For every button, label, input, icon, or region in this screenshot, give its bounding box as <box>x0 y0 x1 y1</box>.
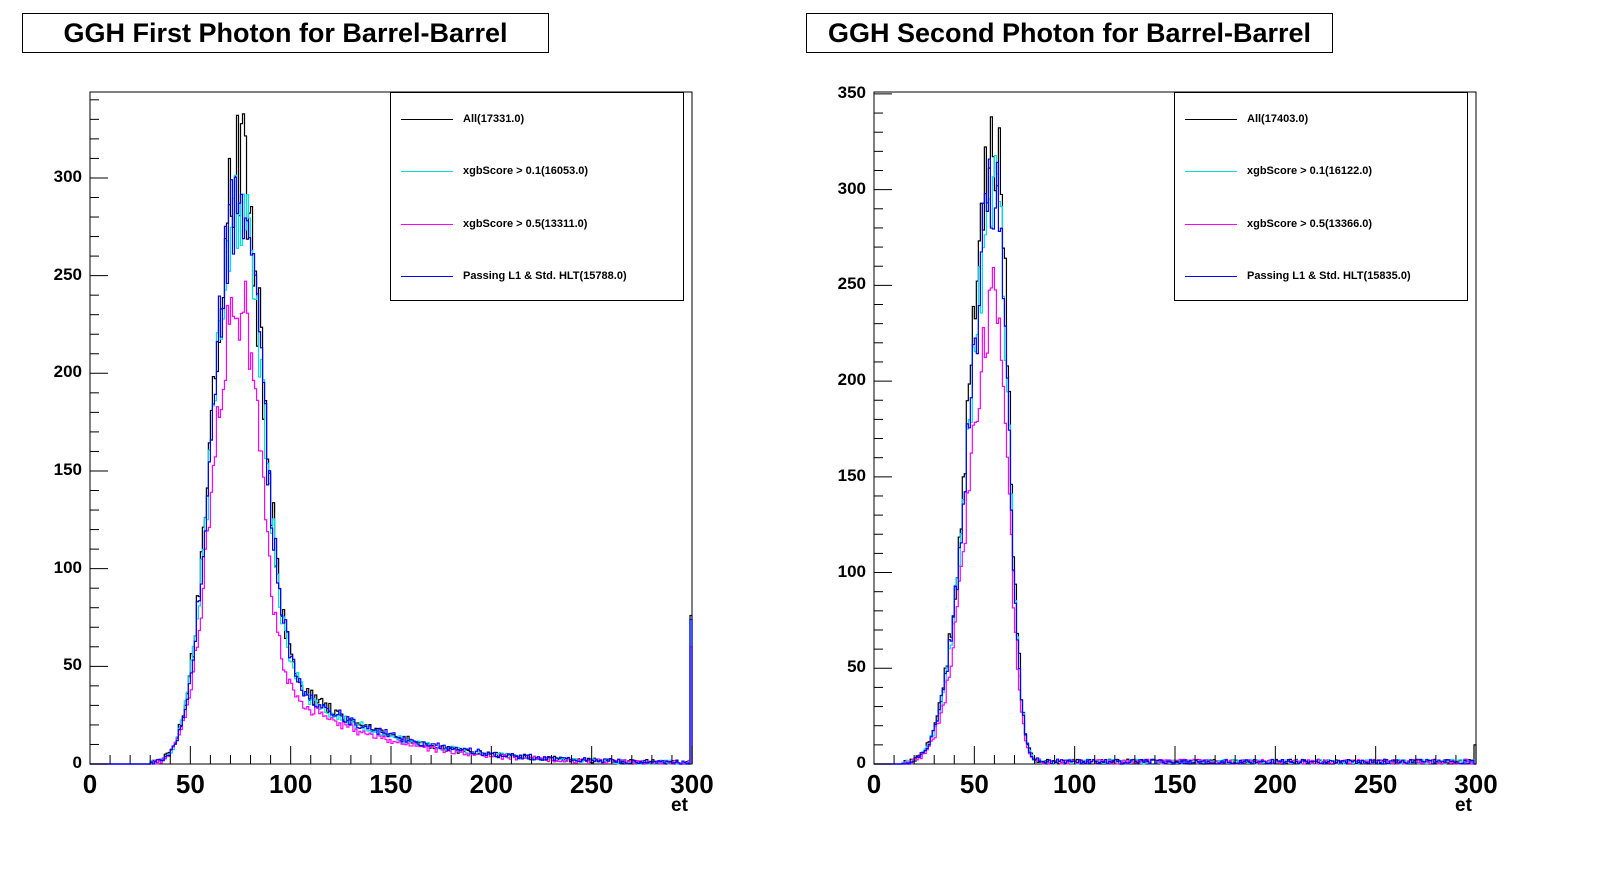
y-tick-label: 200 <box>837 370 866 390</box>
y-tick-label: 0 <box>856 753 866 772</box>
x-tick-label: 100 <box>268 769 313 799</box>
legend-label: Passing L1 & Std. HLT(15788.0) <box>463 270 627 282</box>
y-tick-label: 300 <box>53 166 82 186</box>
legend-label: xgbScore > 0.1(16053.0) <box>463 165 589 177</box>
histogram-series-line <box>90 280 693 765</box>
histogram-plot-area <box>873 91 1477 765</box>
histogram-panel-second-photon: GGH Second Photon for Barrel-Barrel All(… <box>784 0 1583 874</box>
y-tick-label: 50 <box>63 655 82 675</box>
histogram-series-line <box>874 266 1476 765</box>
chart-title: GGH Second Photon for Barrel-Barrel <box>806 13 1333 53</box>
y-tick-label: 150 <box>837 465 866 485</box>
legend-label: xgbScore > 0.5(13311.0) <box>463 218 588 230</box>
legend-swatch <box>401 170 453 172</box>
x-tick-label: 200 <box>1253 769 1298 799</box>
y-tick-label: 250 <box>837 274 866 294</box>
y-tick-label: 350 <box>837 82 866 102</box>
x-tick-label: 250 <box>1353 769 1398 799</box>
legend-swatch <box>1185 118 1237 120</box>
legend-label: All(17331.0) <box>463 113 525 125</box>
legend: All(17403.0) xgbScore > 0.1(16122.0) xgb… <box>1174 92 1468 301</box>
legend-label: xgbScore > 0.5(13366.0) <box>1247 218 1373 230</box>
x-axis-title: et <box>1455 795 1472 816</box>
x-tick-label: 300 <box>670 769 714 799</box>
legend-swatch <box>1185 275 1237 277</box>
legend-entry: Passing L1 & Std. HLT(15788.0) <box>401 269 627 283</box>
x-tick-label: 0 <box>82 769 98 799</box>
x-tick-label: 50 <box>959 769 989 799</box>
y-tick-label: 50 <box>847 657 866 677</box>
legend-swatch <box>401 223 453 225</box>
legend-entry: All(17331.0) <box>401 112 524 126</box>
legend-entry: xgbScore > 0.1(16053.0) <box>401 164 588 178</box>
legend-label: All(17403.0) <box>1247 113 1309 125</box>
histogram-series-line <box>90 176 693 765</box>
x-tick-label: 150 <box>1153 769 1197 799</box>
legend-entry: xgbScore > 0.1(16122.0) <box>1185 164 1372 178</box>
x-tick-label: 50 <box>175 769 205 799</box>
legend-entry: Passing L1 & Std. HLT(15835.0) <box>1185 269 1411 283</box>
histogram-panel-first-photon: GGH First Photon for Barrel-Barrel All(1… <box>22 13 714 816</box>
x-axis-title: et <box>671 795 688 816</box>
legend-swatch <box>401 118 453 120</box>
x-tick-label: 250 <box>569 769 614 799</box>
y-tick-label: 200 <box>53 362 82 382</box>
histogram-plot-area <box>89 91 693 765</box>
y-tick-label: 100 <box>53 557 82 577</box>
y-tick-label: 150 <box>53 459 82 479</box>
legend-swatch <box>1185 170 1237 172</box>
x-tick-label: 200 <box>469 769 514 799</box>
x-tick-label: 150 <box>369 769 413 799</box>
legend-entry: xgbScore > 0.5(13311.0) <box>401 217 587 231</box>
x-tick-label: 100 <box>1052 769 1097 799</box>
x-tick-label: 300 <box>1454 769 1498 799</box>
legend-swatch <box>1185 223 1237 225</box>
legend-entry: xgbScore > 0.5(13366.0) <box>1185 217 1372 231</box>
chart-title: GGH First Photon for Barrel-Barrel <box>22 13 549 53</box>
y-tick-label: 0 <box>72 753 82 772</box>
legend-entry: All(17403.0) <box>1185 112 1308 126</box>
legend-label: xgbScore > 0.1(16122.0) <box>1247 165 1373 177</box>
legend-swatch <box>401 275 453 277</box>
x-tick-label: 0 <box>866 769 882 799</box>
legend-label: Passing L1 & Std. HLT(15835.0) <box>1247 270 1411 282</box>
histogram-series-line <box>874 158 1476 765</box>
y-tick-label: 300 <box>837 178 866 198</box>
y-tick-label: 250 <box>53 264 82 284</box>
legend: All(17331.0) xgbScore > 0.1(16053.0) xgb… <box>390 92 684 301</box>
y-tick-label: 100 <box>837 561 866 581</box>
